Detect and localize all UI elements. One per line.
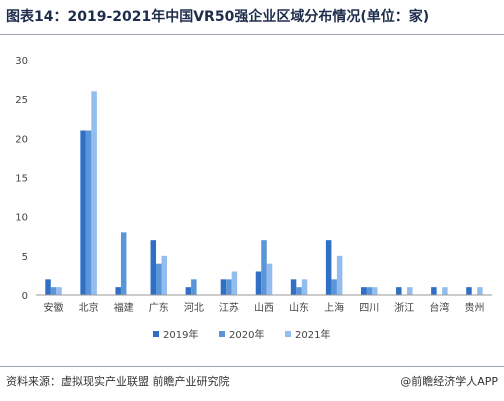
bar-2021年-广东 xyxy=(161,255,168,295)
bar-2019年-山东 xyxy=(290,279,297,295)
bar-2019年-贵州 xyxy=(466,287,472,295)
bar-2021年-安徽 xyxy=(56,287,62,295)
y-tick-label: 15 xyxy=(15,174,28,185)
x-tick-label: 浙江 xyxy=(394,302,414,314)
x-tick-label: 福建 xyxy=(114,301,134,314)
bar-2021年-浙江 xyxy=(407,287,413,295)
bar-2020年-四川 xyxy=(366,287,372,295)
brand-watermark: @前瞻经济学人APP xyxy=(400,375,498,388)
x-tick-label: 台湾 xyxy=(429,301,449,314)
bar-2019年-广东 xyxy=(150,240,157,295)
legend-swatch xyxy=(285,331,291,337)
legend-swatch xyxy=(153,331,159,337)
bar-2021年-江苏 xyxy=(231,271,238,295)
y-tick-label: 0 xyxy=(22,291,28,302)
y-tick-label: 25 xyxy=(15,95,28,106)
legend-label: 2019年 xyxy=(163,328,198,341)
y-axis: 0 5 10 15 20 25 30 xyxy=(15,56,28,302)
legend: 2019年 2020年 2021年 xyxy=(153,328,330,341)
bar-2019年-四川 xyxy=(360,287,367,295)
bar-2020年-上海 xyxy=(331,279,337,295)
bar-2021年-北京 xyxy=(91,91,97,295)
x-tick-label: 广东 xyxy=(149,301,169,314)
bar-2020年-北京 xyxy=(85,130,92,295)
bar-2020年-广东 xyxy=(156,263,162,295)
x-tick-label: 山东 xyxy=(289,301,309,314)
y-tick-label: 10 xyxy=(15,213,28,224)
x-tick-label: 北京 xyxy=(79,301,99,314)
bar-2021年-山西 xyxy=(266,263,273,295)
bar-2020年-江苏 xyxy=(226,279,232,295)
bar-group xyxy=(45,91,483,295)
bar-2019年-福建 xyxy=(115,287,121,295)
bar-2021年-上海 xyxy=(336,255,343,295)
y-tick-label: 5 xyxy=(22,252,28,263)
bar-2019年-河北 xyxy=(185,287,192,295)
bar-2019年-北京 xyxy=(80,130,86,295)
bar-2020年-安徽 xyxy=(50,287,57,295)
bar-2021年-贵州 xyxy=(477,287,483,295)
data-source: 资料来源：虚拟现实产业联盟 前瞻产业研究院 xyxy=(6,375,230,388)
bar-2020年-福建 xyxy=(120,232,127,295)
x-tick-label: 四川 xyxy=(359,303,379,314)
x-tick-label: 河北 xyxy=(184,302,204,314)
bar-2019年-山西 xyxy=(255,271,262,295)
footer-divider xyxy=(0,366,504,367)
bar-2021年-山东 xyxy=(301,279,308,295)
bar-2019年-上海 xyxy=(325,240,332,295)
x-tick-label: 上海 xyxy=(324,301,344,314)
bar-2020年-山西 xyxy=(261,240,267,295)
y-tick-label: 30 xyxy=(15,56,28,67)
bar-2019年-安徽 xyxy=(45,279,51,295)
chart-title: 图表14：2019-2021年中国VR50强企业区域分布情况(单位：家) xyxy=(6,9,430,25)
bar-2021年-台湾 xyxy=(442,287,448,295)
x-tick-label: 山西 xyxy=(254,302,274,314)
legend-label: 2021年 xyxy=(295,328,330,341)
bar-2021年-四川 xyxy=(371,287,378,295)
x-tick-label: 江苏 xyxy=(219,301,239,314)
title-divider xyxy=(0,34,504,35)
x-tick-label: 贵州 xyxy=(464,301,484,314)
x-tick-label: 安徽 xyxy=(44,301,64,314)
legend-swatch xyxy=(219,331,225,337)
bar-2020年-山东 xyxy=(296,287,302,295)
x-axis: 安徽 北京 福建 广东 河北 江苏 山西 山东 上海 四川 浙江 台湾 贵州 xyxy=(44,301,485,314)
bar-2019年-江苏 xyxy=(220,279,227,295)
bar-2019年-台湾 xyxy=(431,287,437,295)
legend-label: 2020年 xyxy=(229,328,264,341)
bar-2020年-河北 xyxy=(191,279,197,295)
bar-2019年-浙江 xyxy=(396,287,402,295)
y-tick-label: 20 xyxy=(15,134,28,145)
